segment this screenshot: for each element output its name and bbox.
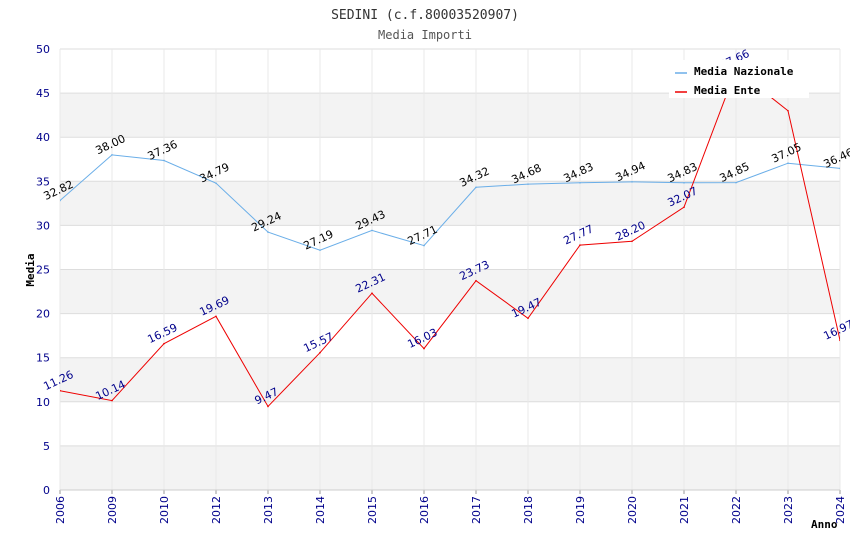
- series-line-media-ente: [60, 68, 840, 408]
- x-tick-label: 2016: [418, 496, 431, 524]
- data-point: [319, 351, 321, 354]
- data-point: [163, 342, 165, 345]
- data-point: [267, 231, 269, 233]
- grid-bands: [60, 49, 840, 490]
- data-point: [839, 167, 840, 170]
- y-tick-label: 5: [43, 440, 50, 453]
- series-lines: [60, 68, 840, 408]
- data-point: [631, 181, 633, 183]
- grid-band: [60, 445, 840, 490]
- series-line-media-nazionale: [60, 154, 840, 251]
- data-point: [683, 181, 685, 184]
- data-point: [215, 315, 217, 318]
- legend-label-media-ente: Media Ente: [694, 84, 761, 97]
- x-axis-ticks: 2006 2009 2010 2012 2013 2014 2015 2016 2017 2018…: [54, 490, 847, 524]
- x-tick-label: 2022: [730, 496, 743, 524]
- data-point: [735, 181, 737, 184]
- data-point: [423, 347, 425, 350]
- x-tick-label: 2024: [834, 496, 847, 524]
- grid-band: [60, 93, 840, 138]
- x-tick-label: 2023: [782, 496, 795, 524]
- x-tick-label: 2021: [678, 496, 691, 524]
- data-point: [371, 229, 373, 232]
- x-tick-label: 2013: [262, 496, 275, 524]
- legend: Media Nazionale Media Ente: [669, 60, 809, 98]
- grid-band: [60, 357, 840, 402]
- data-point: [579, 181, 581, 184]
- data-point: [111, 154, 113, 156]
- data-point: [215, 182, 217, 184]
- data-point: [267, 405, 269, 408]
- data-point: [423, 244, 425, 247]
- grid-band: [60, 137, 840, 182]
- data-point: [527, 317, 529, 320]
- data-point: [631, 240, 633, 243]
- data-point: [787, 162, 789, 165]
- y-tick-label: 35: [36, 175, 50, 188]
- x-tick-label: 2014: [314, 496, 327, 524]
- data-point: [371, 292, 373, 295]
- x-tick-label: 2015: [366, 496, 379, 524]
- grid-band: [60, 225, 840, 270]
- chart-subtitle: Media Importi: [378, 28, 472, 42]
- data-point: [111, 399, 113, 402]
- y-tick-label: 45: [36, 87, 50, 100]
- x-tick-label: 2006: [54, 496, 67, 524]
- x-axis-label: Anno: [811, 518, 838, 531]
- x-tick-label: 2020: [626, 496, 639, 524]
- y-tick-label: 10: [36, 396, 50, 409]
- y-tick-label: 25: [36, 264, 50, 277]
- x-tick-label: 2012: [210, 496, 223, 524]
- x-tick-label: 2017: [470, 496, 483, 524]
- data-point: [475, 186, 477, 189]
- y-tick-label: 40: [36, 131, 50, 144]
- data-point: [163, 159, 165, 162]
- y-tick-label: 20: [36, 308, 50, 321]
- data-point: [319, 249, 321, 251]
- x-tick-label: 2018: [522, 496, 535, 524]
- data-point: [527, 183, 529, 185]
- data-point: [839, 339, 840, 342]
- data-point: [683, 206, 685, 208]
- data-point: [475, 279, 477, 282]
- data-point: [60, 199, 61, 202]
- chart-title: SEDINI (c.f.80003520907): [331, 8, 519, 23]
- data-point: [60, 389, 61, 392]
- data-point: [787, 109, 789, 112]
- grid-band: [60, 181, 840, 226]
- y-tick-label: 50: [36, 43, 50, 56]
- y-tick-label: 0: [43, 484, 50, 497]
- x-tick-label: 2010: [158, 496, 171, 524]
- y-tick-label: 15: [36, 352, 50, 365]
- y-axis-label: Media: [24, 253, 37, 286]
- y-axis-ticks: 0 5 10 15 20 25 30 35 40 45 50: [36, 43, 50, 497]
- x-tick-label: 2019: [574, 496, 587, 524]
- legend-label-media-nazionale: Media Nazionale: [694, 65, 794, 78]
- grid-band: [60, 313, 840, 358]
- x-tick-label: 2009: [106, 496, 119, 524]
- y-tick-label: 30: [36, 219, 50, 232]
- legend-box: [669, 60, 809, 98]
- grid-band: [60, 401, 840, 446]
- data-point: [579, 244, 581, 246]
- grid-band: [60, 269, 840, 314]
